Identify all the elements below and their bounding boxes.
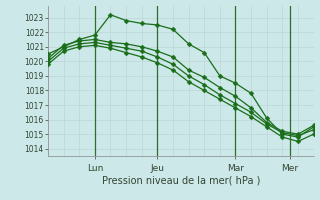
X-axis label: Pression niveau de la mer( hPa ): Pression niveau de la mer( hPa ) — [102, 175, 260, 185]
